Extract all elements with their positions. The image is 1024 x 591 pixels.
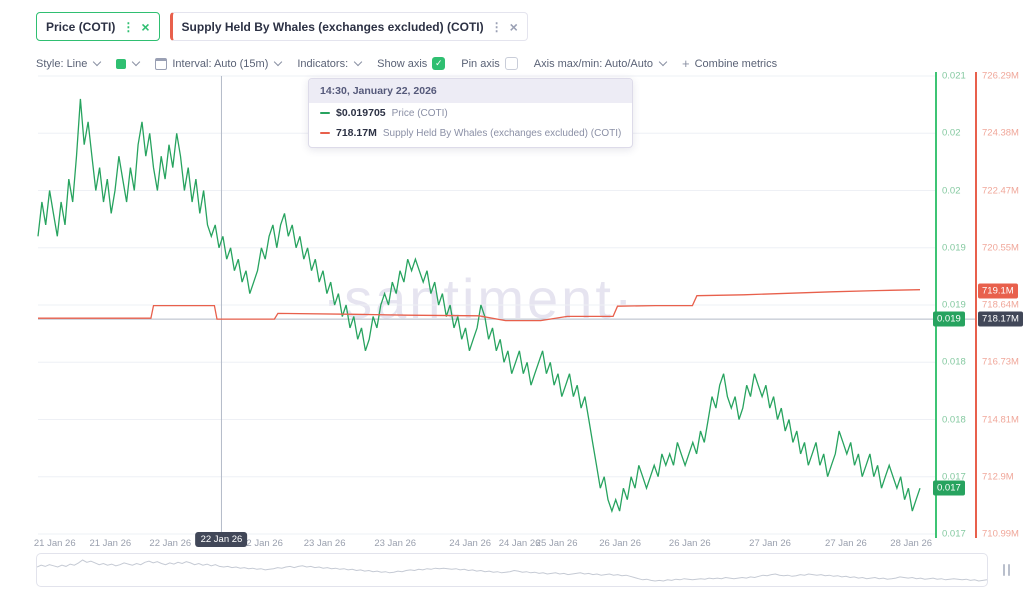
interval-selector[interactable]: Interval: Auto (15m) (155, 57, 283, 70)
supply-axis-tick: 722.47M (982, 185, 1019, 196)
x-axis-tick: 23 Jan 26 (303, 538, 346, 549)
supply-axis-tick: 710.99M (982, 528, 1019, 540)
tab-price-label: Price (COTI) (46, 19, 116, 34)
tab-price[interactable]: Price (COTI) ⋮ × (36, 12, 160, 41)
supply-axis-tick: 718.64M (982, 299, 1019, 311)
x-axis-crosshair-label: 22 Jan 26 (195, 532, 248, 547)
price-series-dash-icon (320, 112, 330, 114)
tooltip-price-label: Price (COTI) (391, 107, 448, 119)
chart-area[interactable]: ·santiment· 14:30, January 22, 2026 $0.0… (0, 70, 1024, 562)
tab-supply-label: Supply Held By Whales (exchanges exclude… (181, 19, 484, 34)
supply-axis-tick: 720.55M (982, 242, 1019, 254)
supply-axis-tick: 724.38M (982, 127, 1019, 139)
x-axis-tick: 26 Jan 26 (668, 538, 711, 549)
price-axis-tick: 0.017 (942, 471, 966, 483)
color-swatch-selector[interactable] (116, 57, 141, 69)
x-axis-tick: 26 Jan 26 (599, 538, 641, 549)
style-selector-label: Style: Line (36, 57, 88, 70)
x-axis-tick: 22 Jan 26 (149, 538, 192, 549)
chevron-down-icon (274, 57, 283, 67)
supply-axis-tick: 716.73M (982, 356, 1019, 368)
pin-axis-label: Pin axis (461, 57, 500, 70)
series-line-supply (38, 289, 921, 322)
chevron-down-icon (93, 57, 102, 67)
chart-toolbar: Style: Line Interval: Auto (15m) Indicat… (36, 57, 777, 70)
checkbox-checked-icon[interactable]: ✓ (432, 57, 446, 70)
x-axis-tick: 28 Jan 26 (890, 538, 933, 549)
tooltip-price-value: $0.019705 (336, 107, 386, 119)
price-axis-tick: 0.017 (942, 528, 966, 540)
x-axis-tick: 27 Jan 26 (825, 538, 867, 549)
price-axis-tick: 0.019 (942, 299, 966, 311)
x-axis-tick: 24 Jan 26 (449, 538, 492, 549)
tooltip-supply-label: Supply Held By Whales (exchanges exclude… (382, 127, 622, 139)
pin-axis-checkbox[interactable]: Pin axis (461, 57, 518, 70)
price-axis-tick: 0.018 (942, 356, 966, 368)
navigator-handle-icon[interactable] (998, 560, 1014, 580)
tooltip-row-supply: 718.17M Supply Held By Whales (exchanges… (309, 123, 632, 147)
tooltip-supply-value: 718.17M (336, 127, 377, 139)
latest-price-badge: 0.017 (933, 480, 965, 496)
crosshair-supply-badge: 718.17M (978, 311, 1023, 327)
x-axis-tick: 22 Jan 26 (241, 538, 283, 549)
interval-selector-label: Interval: Auto (15m) (172, 57, 269, 70)
price-axis-tick: 0.021 (942, 70, 966, 82)
x-axis-tick: 24 Jan 26 (498, 538, 541, 549)
chevron-down-icon (353, 57, 363, 67)
price-axis-tick: 0.018 (942, 414, 966, 425)
supply-axis-tick: 712.9M (982, 471, 1014, 483)
supply-axis-tick: 726.29M (982, 70, 1019, 82)
combine-metrics-label: Combine metrics (694, 57, 778, 70)
x-axis-tick: 21 Jan 26 (33, 538, 76, 549)
metric-tabs: Price (COTI) ⋮ × Supply Held By Whales (… (36, 12, 528, 41)
calendar-icon (155, 57, 168, 70)
x-axis-tick: 23 Jan 26 (374, 538, 417, 549)
crosshair-price-badge: 0.019 (933, 311, 965, 327)
show-axis-checkbox[interactable]: Show axis ✓ (377, 57, 446, 70)
supply-axis-tick: 714.81M (982, 414, 1019, 425)
tab-supply[interactable]: Supply Held By Whales (exchanges exclude… (169, 12, 528, 41)
axis-maxmin-selector[interactable]: Axis max/min: Auto/Auto (533, 57, 668, 70)
style-selector[interactable]: Style: Line (36, 57, 102, 70)
tab-supply-close-icon[interactable]: × (509, 18, 518, 35)
color-swatch-icon (116, 58, 127, 69)
price-supply-chart[interactable] (0, 70, 1024, 562)
x-axis-tick: 25 Jan 26 (535, 538, 578, 549)
show-axis-label: Show axis (377, 57, 428, 70)
price-axis-tick: 0.02 (942, 127, 961, 139)
tooltip-timestamp: 14:30, January 22, 2026 (309, 79, 633, 103)
navigator-chart[interactable] (37, 554, 987, 586)
indicators-selector[interactable]: Indicators: (297, 57, 363, 70)
chart-tooltip: 14:30, January 22, 2026 $0.019705 Price … (308, 78, 634, 148)
tab-price-close-icon[interactable]: × (141, 18, 150, 35)
tooltip-row-price: $0.019705 Price (COTI) (309, 103, 632, 123)
supply-series-dash-icon (320, 132, 330, 134)
x-axis-tick: 21 Jan 26 (89, 538, 132, 549)
navigator-sparkline (37, 559, 987, 582)
latest-supply-badge: 719.1M (978, 283, 1018, 299)
axis-maxmin-label: Axis max/min: Auto/Auto (533, 57, 654, 70)
chevron-down-icon (658, 57, 668, 67)
tab-supply-menu-icon[interactable]: ⋮ (490, 19, 503, 34)
checkbox-empty-icon[interactable] (504, 57, 518, 70)
price-axis-tick: 0.02 (942, 185, 961, 196)
combine-metrics-button[interactable]: + Combine metrics (682, 57, 777, 70)
plus-icon: + (682, 56, 690, 71)
tab-price-menu-icon[interactable]: ⋮ (122, 19, 135, 34)
indicators-selector-label: Indicators: (297, 57, 349, 70)
navigator[interactable] (36, 553, 988, 587)
chevron-down-icon (132, 57, 141, 67)
price-axis-tick: 0.019 (942, 242, 966, 254)
x-axis-tick: 27 Jan 26 (749, 538, 791, 549)
